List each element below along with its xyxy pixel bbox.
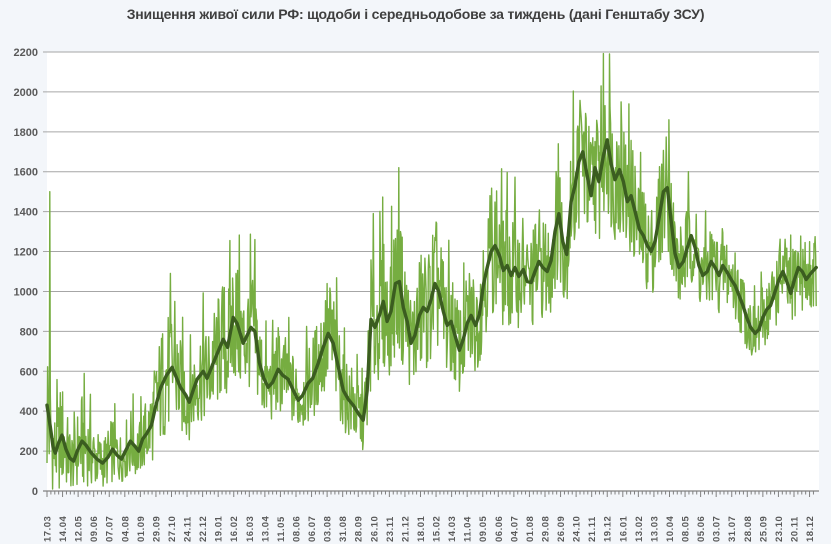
x-tick-label: 13.03 xyxy=(649,516,660,542)
y-tick-label: 0 xyxy=(32,486,38,498)
x-tick-label: 20.11 xyxy=(789,516,800,542)
x-tick-label: 27.10 xyxy=(167,516,178,542)
x-tick-label: 28.09 xyxy=(354,516,365,542)
x-tick-label: 13.04 xyxy=(260,516,271,542)
x-tick-label: 03.07 xyxy=(712,516,723,542)
x-tick-label: 16.01 xyxy=(618,516,629,542)
x-tick-label: 19.01 xyxy=(214,516,225,542)
y-tick-label: 200 xyxy=(20,446,38,458)
x-tick-label: 12.05 xyxy=(74,516,85,542)
x-tick-label: 22.12 xyxy=(198,516,209,542)
x-tick-label: 01.08 xyxy=(525,516,536,542)
x-tick-label: 16.02 xyxy=(229,516,240,542)
x-tick-label: 31.08 xyxy=(338,516,349,542)
x-tick-label: 11.04 xyxy=(463,516,474,542)
x-tick-label: 24.11 xyxy=(183,516,194,542)
x-tick-label: 23.11 xyxy=(385,516,396,542)
y-tick-label: 600 xyxy=(20,366,38,378)
x-tick-label: 06.07 xyxy=(307,516,318,542)
x-tick-label: 19.12 xyxy=(603,516,614,542)
y-tick-label: 1000 xyxy=(14,286,38,298)
weekly-avg-line xyxy=(45,138,818,465)
x-tick-label: 31.07 xyxy=(727,516,738,542)
x-tick-label: 06.06 xyxy=(494,516,505,542)
y-tick-label: 2000 xyxy=(14,87,38,99)
x-tick-label: 29.09 xyxy=(151,516,162,542)
y-tick-label: 2200 xyxy=(14,47,38,59)
x-tick-label: 08.06 xyxy=(291,516,302,542)
x-tick-label: 14.04 xyxy=(58,516,69,542)
y-tick-label: 1200 xyxy=(14,247,38,259)
x-tick-label: 26.09 xyxy=(556,516,567,542)
x-tick-label: 13.02 xyxy=(634,516,645,542)
x-tick-label: 08.05 xyxy=(681,516,692,542)
x-tick-label: 26.10 xyxy=(369,516,380,542)
x-tick-label: 29.08 xyxy=(540,516,551,542)
x-tick-label: 24.10 xyxy=(572,516,583,542)
x-tick-label: 17.03 xyxy=(43,516,54,542)
x-tick-label: 25.09 xyxy=(758,516,769,542)
x-axis-labels: 17.03 14.04 12.05 09.06 07.07 04.08 01.09 29.09… xyxy=(43,516,817,542)
x-tick-label: 09.06 xyxy=(89,516,100,542)
x-tick-label: 09.05 xyxy=(478,516,489,542)
x-tick-label: 04.07 xyxy=(509,516,520,542)
y-tick-label: 1400 xyxy=(14,207,38,219)
y-tick-label: 800 xyxy=(20,326,38,338)
x-tick-label: 07.07 xyxy=(105,516,116,542)
x-tick-label: 14.03 xyxy=(447,516,458,542)
x-tick-label: 28.08 xyxy=(743,516,754,542)
x-tick-label: 10.04 xyxy=(665,516,676,542)
x-tick-label: 21.11 xyxy=(587,516,598,542)
chart-title: Знищення живої сили РФ: щодоби і середнь… xyxy=(126,6,705,22)
x-tick-label: 01.09 xyxy=(136,516,147,542)
x-tick-label: 05.06 xyxy=(696,516,707,542)
daily-series-line xyxy=(46,52,817,490)
x-tick-label: 03.08 xyxy=(323,516,334,542)
y-tick-label: 400 xyxy=(20,406,38,418)
x-tick-label: 21.12 xyxy=(400,516,411,542)
x-tick-label: 15.02 xyxy=(432,516,443,542)
y-axis-labels: 0 200 400 600 800 1000 1200 1400 1600 1800 2000 220… xyxy=(14,47,38,498)
x-tick-label: 18.12 xyxy=(805,516,816,542)
x-tick-label: 18.01 xyxy=(416,516,427,542)
y-tick-label: 1800 xyxy=(14,127,38,139)
x-axis-ticks xyxy=(46,491,814,497)
y-tick-label: 1600 xyxy=(14,167,38,179)
gridlines xyxy=(43,51,819,452)
x-tick-label: 23.10 xyxy=(774,516,785,542)
x-tick-label: 11.05 xyxy=(276,516,287,542)
x-tick-label: 04.08 xyxy=(120,516,131,542)
x-tick-label: 16.03 xyxy=(245,516,256,542)
